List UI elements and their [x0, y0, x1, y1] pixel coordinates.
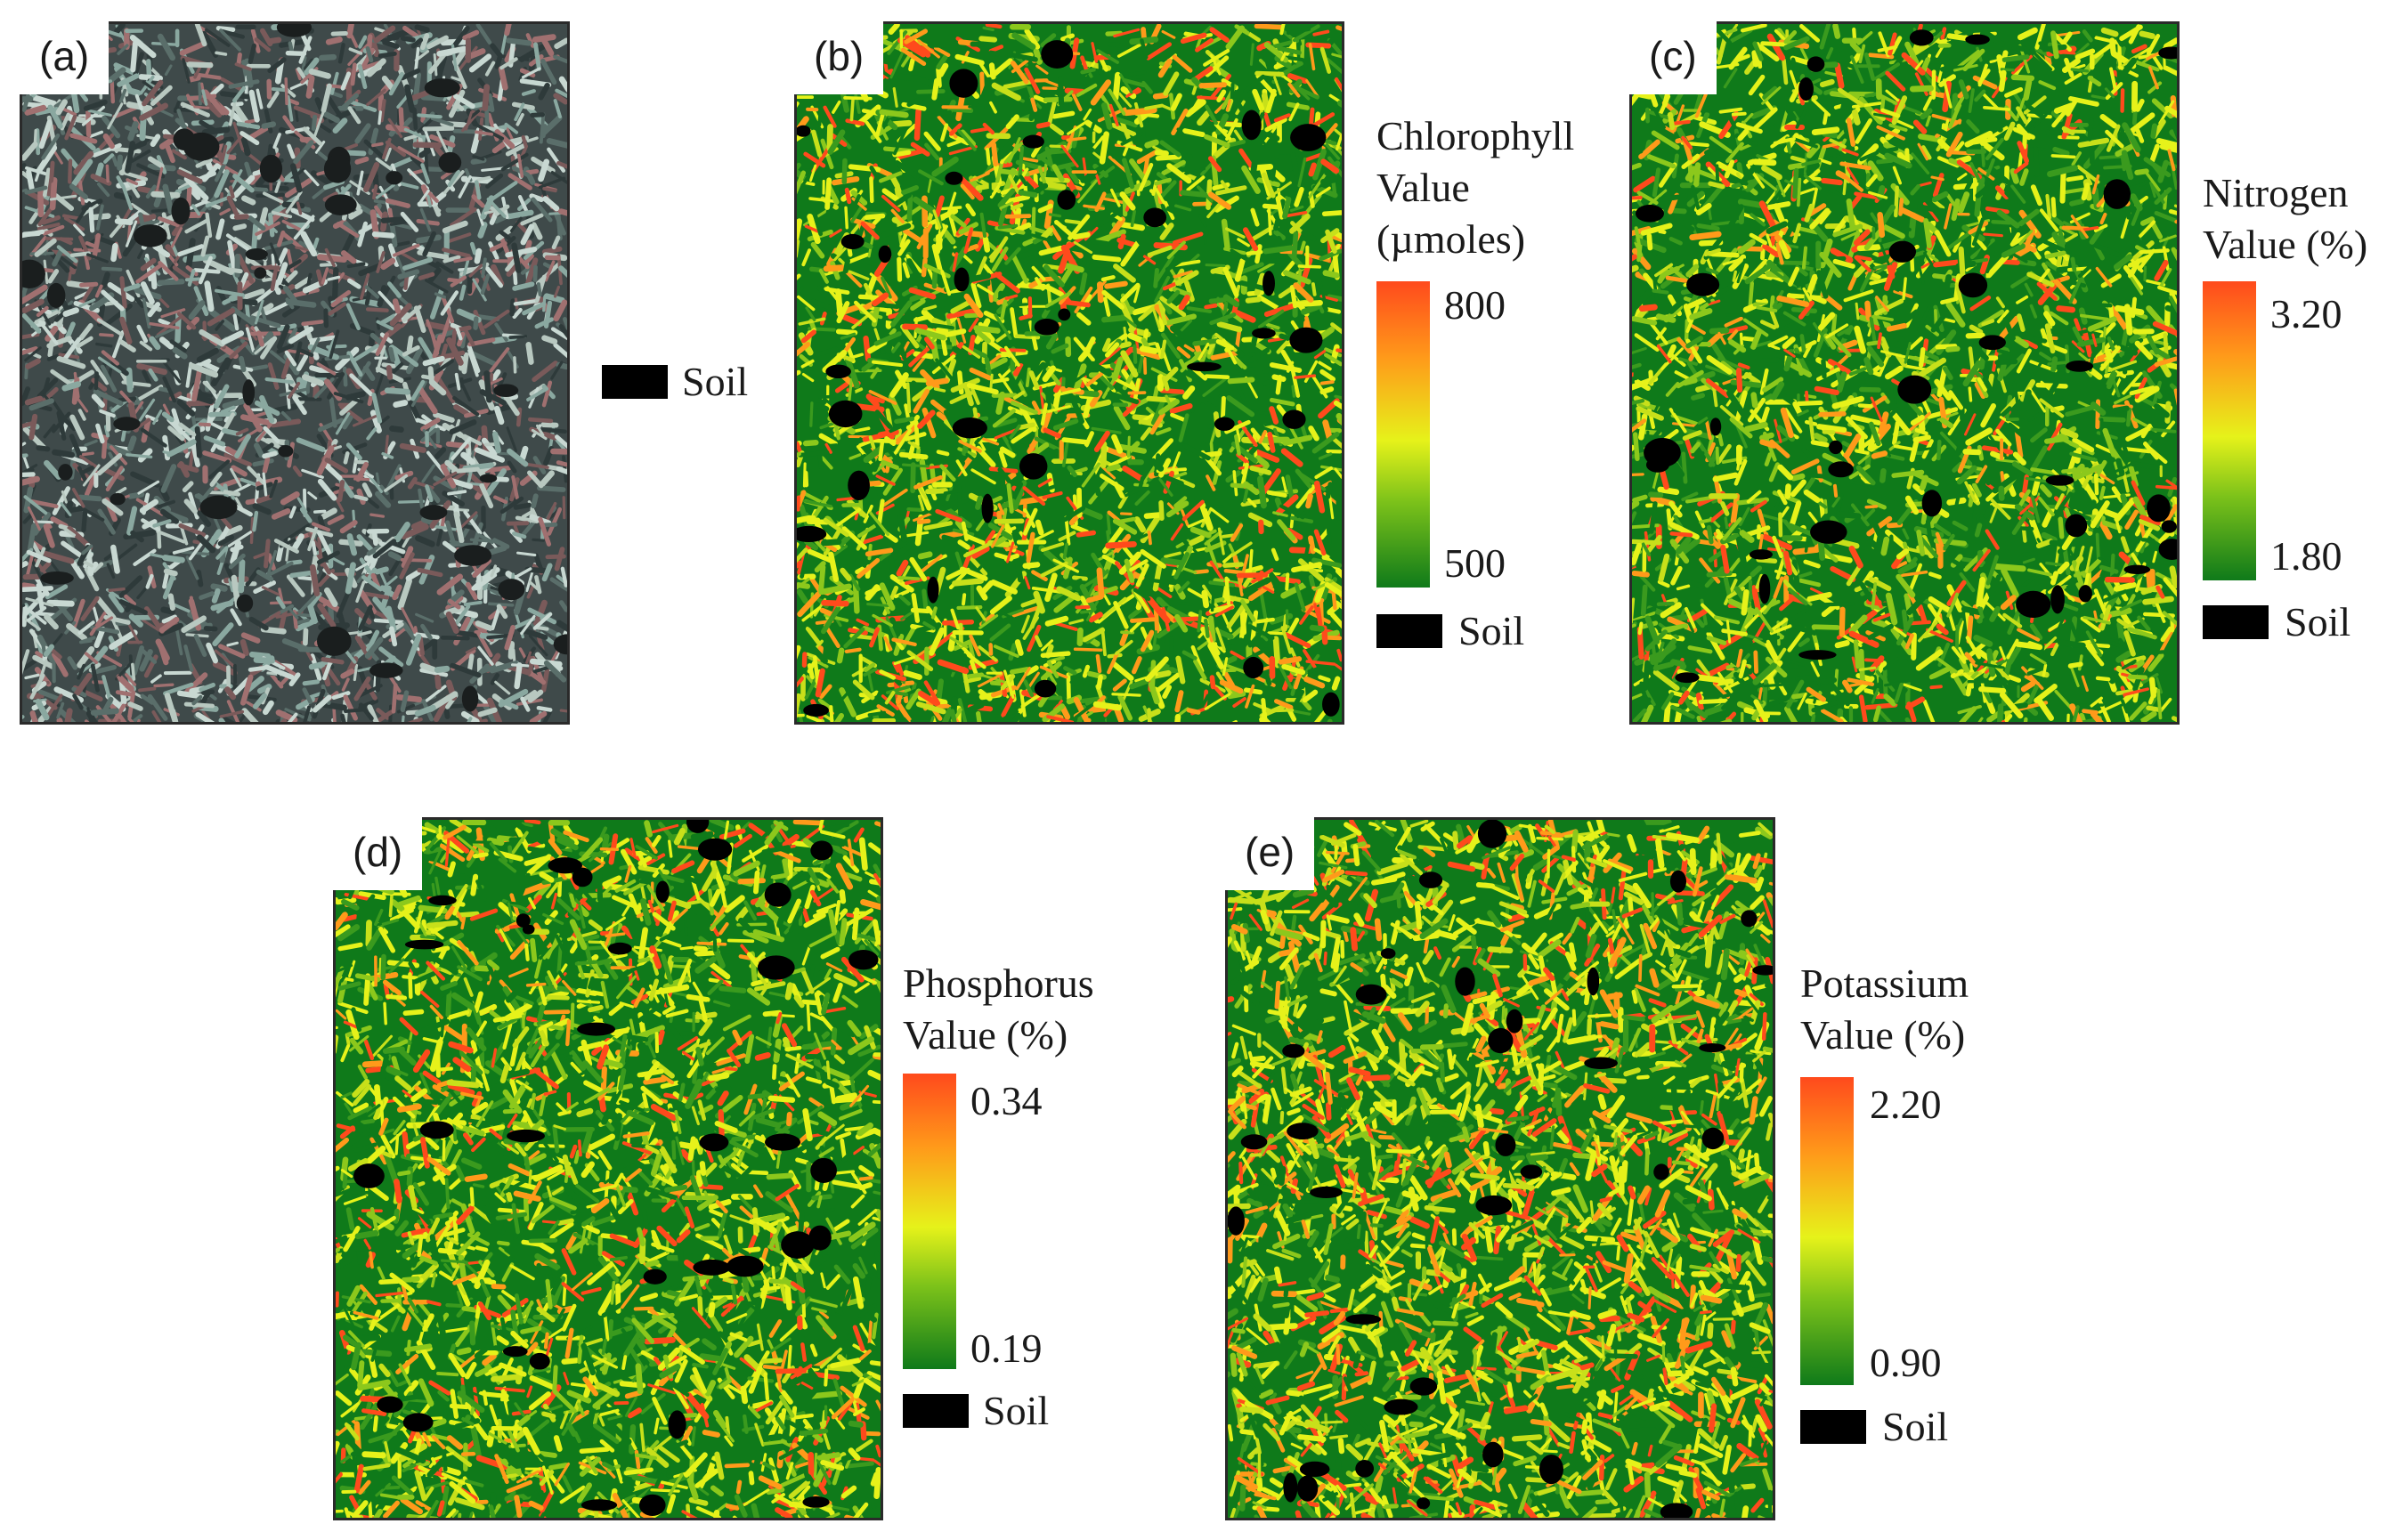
legend-max-value: 0.34 [970, 1078, 1043, 1123]
soil-swatch-c [2203, 605, 2269, 639]
chlorophyll-color-bar [1376, 281, 1430, 588]
soil-swatch-a [602, 365, 668, 399]
legend-title-line: Nitrogen [2203, 170, 2349, 215]
rgb-image-panel [20, 21, 570, 725]
legend-title-line: Chlorophyll [1376, 113, 1575, 158]
legend-min-value: 0.19 [970, 1325, 1043, 1371]
legend-title-line: Value (%) [2203, 222, 2368, 267]
rgb-crop-image [22, 24, 567, 722]
soil-label-e: Soil [1882, 1404, 1949, 1449]
soil-label-b: Soil [1458, 608, 1525, 653]
legend-title-line: (µmoles) [1376, 216, 1526, 262]
nitrogen-map-panel [1629, 21, 2180, 725]
soil-swatch-d [903, 1394, 969, 1428]
soil-swatch-b [1376, 614, 1442, 648]
legend-min-value: 0.90 [1870, 1340, 1942, 1385]
panel-label-b: (b) [794, 21, 884, 94]
legend-title-line: Value [1376, 165, 1470, 210]
phosphorus-map [336, 820, 881, 1518]
legend-title-line: Value (%) [1800, 1012, 1966, 1058]
legend-max-value: 2.20 [1870, 1082, 1942, 1127]
nitrogen-color-bar [2203, 281, 2256, 580]
potassium-map-panel [1225, 817, 1775, 1520]
legend-min-value: 500 [1444, 540, 1506, 586]
soil-label-c: Soil [2285, 599, 2351, 644]
legend-max-value: 3.20 [2270, 291, 2342, 336]
potassium-legend: Potassium Value (%) [1800, 958, 1969, 1061]
soil-label-d: Soil [983, 1388, 1050, 1433]
chlorophyll-map [797, 24, 1342, 722]
panel-label-c: (c) [1629, 21, 1717, 94]
chlorophyll-legend: Chlorophyll Value (µmoles) [1376, 110, 1574, 265]
phosphorus-color-bar [903, 1074, 956, 1369]
phosphorus-map-panel [333, 817, 883, 1520]
legend-max-value: 800 [1444, 282, 1506, 328]
soil-label-a: Soil [682, 359, 749, 404]
panel-label-a: (a) [20, 21, 110, 94]
nitrogen-map [1632, 24, 2177, 722]
potassium-map [1228, 820, 1773, 1518]
legend-min-value: 1.80 [2270, 533, 2342, 579]
nitrogen-legend: Nitrogen Value (%) [2203, 167, 2367, 271]
chlorophyll-map-panel [794, 21, 1344, 725]
legend-title-line: Value (%) [903, 1012, 1068, 1058]
legend-title-line: Potassium [1800, 960, 1969, 1006]
legend-title-line: Phosphorus [903, 960, 1094, 1006]
soil-swatch-e [1800, 1410, 1866, 1444]
phosphorus-legend: Phosphorus Value (%) [903, 958, 1094, 1061]
panel-label-e: (e) [1225, 817, 1315, 890]
potassium-color-bar [1800, 1077, 1854, 1385]
panel-label-d: (d) [333, 817, 423, 890]
